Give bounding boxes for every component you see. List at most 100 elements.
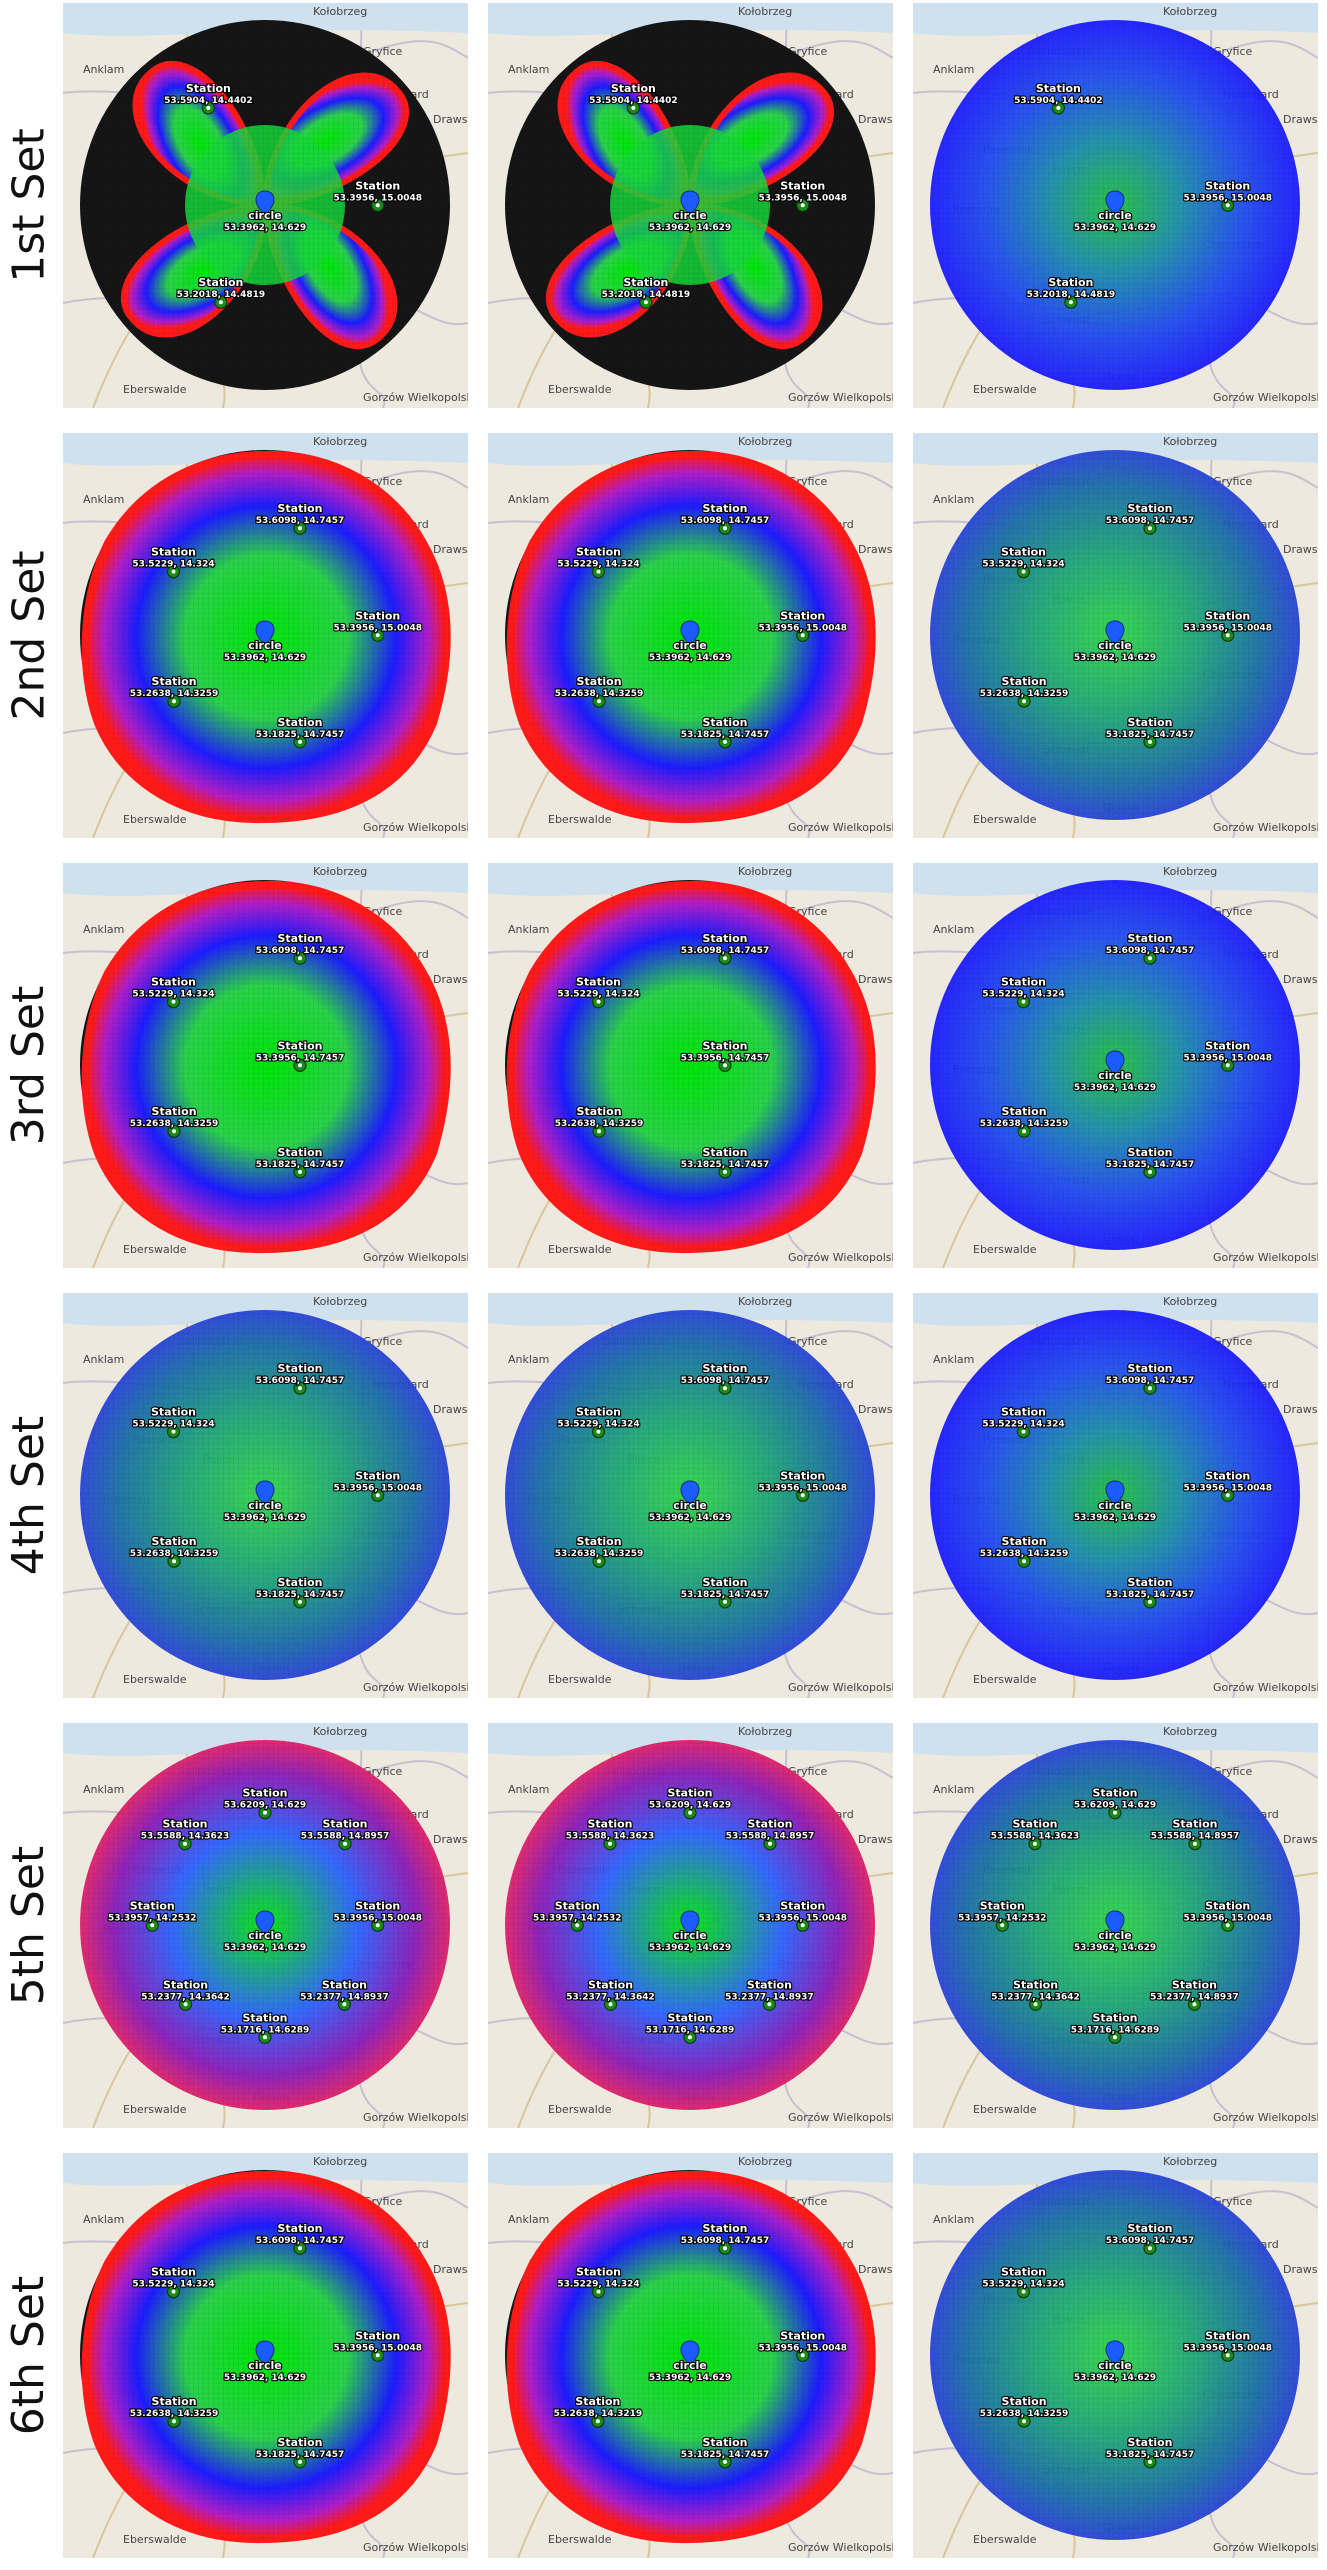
coverage-map-panel[interactable]: KołobrzegŚwinoujścieGryficeNowogardPolic…: [913, 1723, 1318, 2128]
coverage-map-panel[interactable]: KołobrzegŚwinoujścieGryficeNowogardPolic…: [488, 3, 893, 408]
coverage-map-panel[interactable]: KołobrzegŚwinoujścieGryficeNowogardPolic…: [63, 3, 468, 408]
coverage-map-panel[interactable]: KołobrzegŚwinoujścieGryficeNowogardPolic…: [63, 1723, 468, 2128]
coverage-map-panel[interactable]: KołobrzegŚwinoujścieGryficeNowogardPolic…: [913, 1293, 1318, 1698]
coverage-map-panel[interactable]: KołobrzegŚwinoujścieGryficeNowogardPolic…: [488, 1723, 893, 2128]
coverage-map-panel[interactable]: KołobrzegŚwinoujścieGryficeNowogardPolic…: [63, 2153, 468, 2558]
coverage-map-panel[interactable]: KołobrzegŚwinoujścieGryficeNowogardPolic…: [488, 1293, 893, 1698]
coverage-map-panel[interactable]: KołobrzegŚwinoujścieGryficeNowogardPolic…: [488, 433, 893, 838]
coverage-map-panel[interactable]: KołobrzegŚwinoujścieGryficeNowogardPolic…: [488, 2153, 893, 2558]
coverage-map-panel[interactable]: KołobrzegŚwinoujścieGryficeNowogardPolic…: [913, 3, 1318, 408]
coverage-map-panel[interactable]: KołobrzegŚwinoujścieGryficeNowogardPolic…: [63, 1293, 468, 1698]
coverage-map-panel[interactable]: KołobrzegŚwinoujścieGryficeNowogardPolic…: [63, 863, 468, 1268]
